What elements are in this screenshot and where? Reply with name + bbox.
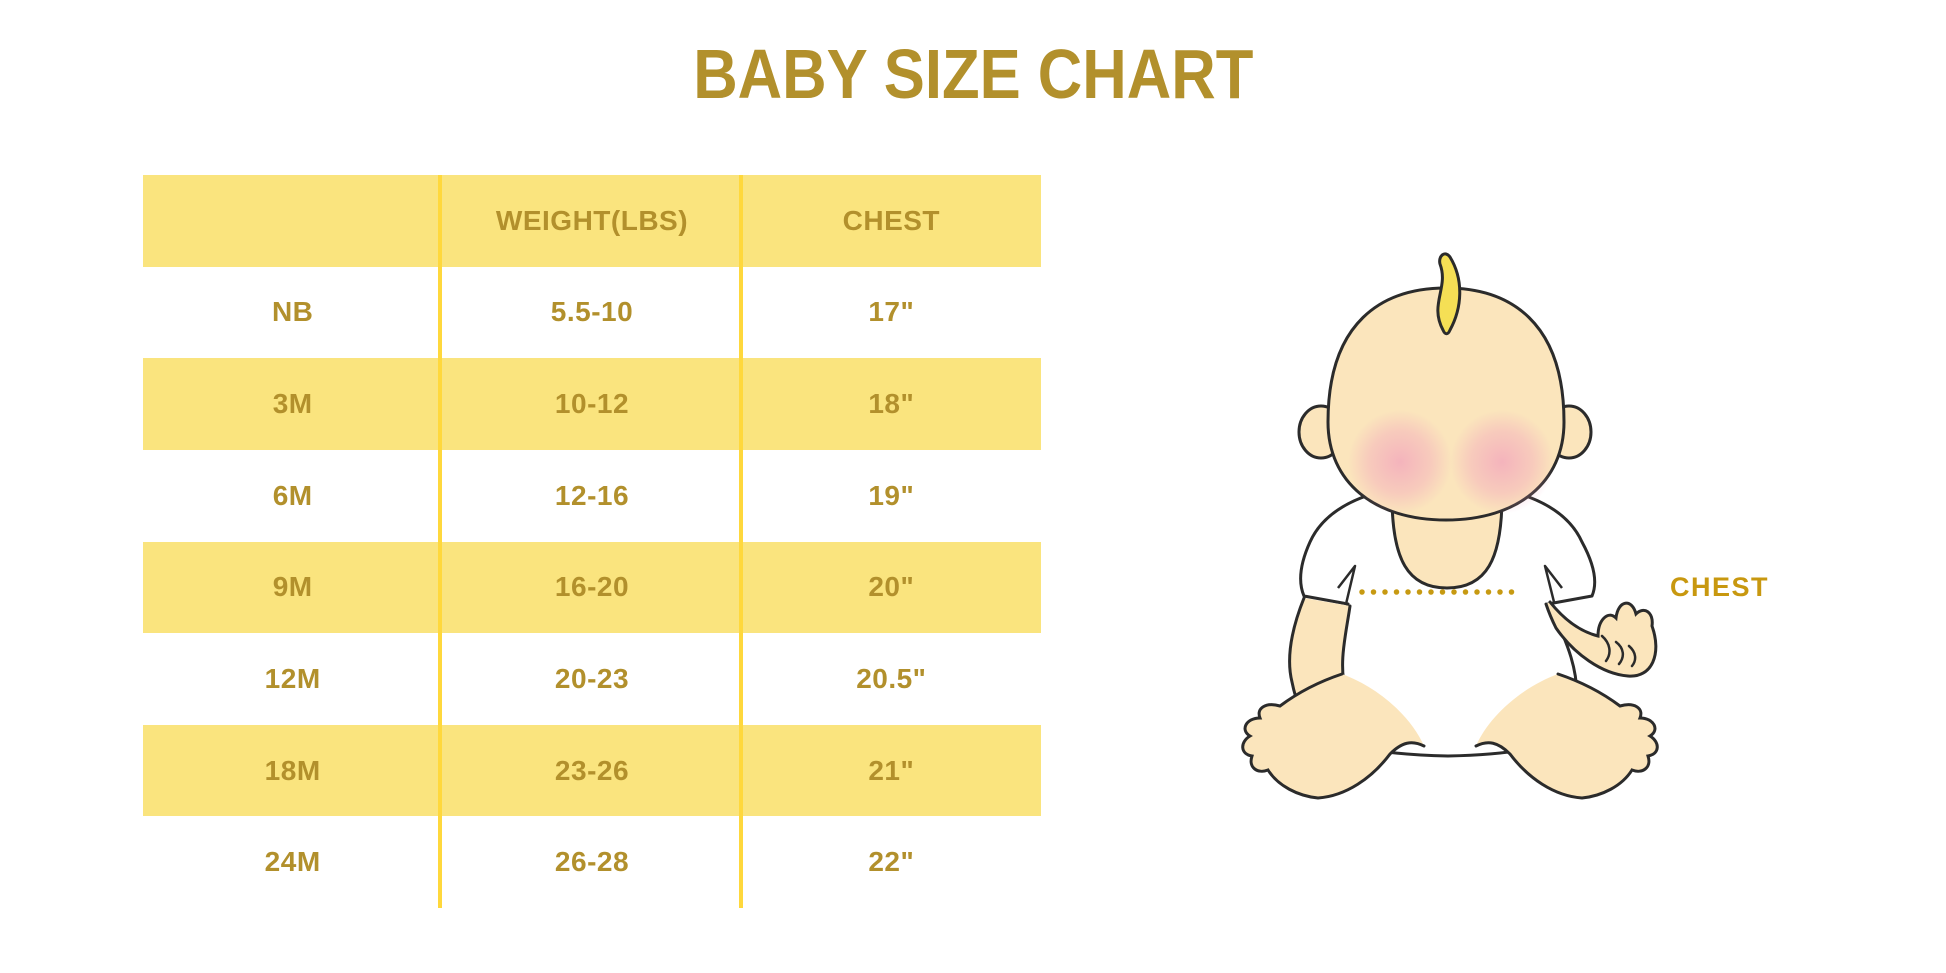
header-cell-chest: CHEST (842, 204, 941, 236)
cell-size: 12M (264, 662, 321, 694)
title-wrap: BABY SIZE CHART (0, 34, 1946, 114)
cell-size: 18M (264, 754, 321, 786)
baby-leg-right (1474, 672, 1659, 800)
cell-weight: 16-20 (554, 571, 630, 603)
table-row: 6M 12-16 19" (143, 450, 1041, 542)
cell-chest: 17" (868, 296, 915, 328)
cell-size: 9M (272, 571, 313, 603)
cell-size: 6M (272, 479, 313, 511)
table-row: 12M 20-23 20.5" (143, 633, 1041, 725)
table-row: 24M 26-28 22" (143, 816, 1041, 908)
cell-chest: 19" (868, 479, 915, 511)
table-header-row: WEIGHT(LBS) CHEST (143, 175, 1041, 267)
cell-chest: 20.5" (856, 662, 927, 694)
baby-leg-left-outline (1241, 672, 1426, 800)
baby-illustration (1150, 230, 1850, 830)
baby-arm-right-outline (1544, 600, 1658, 678)
baby-hair-curl (1436, 252, 1462, 336)
cell-size: 3M (272, 388, 313, 420)
baby-underarm-notch-right (1543, 564, 1563, 603)
cell-size: NB (271, 296, 314, 328)
baby-illustration-svg (1241, 252, 1659, 800)
column-divider (438, 175, 442, 908)
table-row: 18M 23-26 21" (143, 724, 1041, 817)
size-table: WEIGHT(LBS) CHEST NB 5.5-10 17" 3M 10-12… (143, 175, 1041, 908)
cell-size: 24M (264, 846, 321, 878)
cell-weight: 12-16 (554, 479, 630, 511)
column-divider (739, 175, 743, 908)
baby-cheek-left (1348, 410, 1452, 514)
cell-chest: 18" (868, 388, 915, 420)
baby-neck-outline (1390, 494, 1504, 590)
cell-weight: 20-23 (554, 662, 630, 694)
table-row: NB 5.5-10 17" (143, 267, 1041, 359)
table-row: 3M 10-12 18" (143, 358, 1041, 450)
cell-chest: 20" (868, 571, 915, 603)
table-row: 9M 16-20 20" (143, 541, 1041, 634)
cell-weight: 23-26 (554, 754, 630, 786)
header-cell-weight: WEIGHT(LBS) (495, 204, 689, 236)
baby-fist-knuckles (1600, 634, 1637, 668)
baby-underarm-notch-left (1337, 564, 1357, 605)
page-title: BABY SIZE CHART (692, 35, 1254, 113)
cell-chest: 22" (868, 846, 915, 878)
cell-weight: 26-28 (554, 846, 630, 878)
baby-cheek-right (1450, 410, 1554, 514)
chest-label: CHEST (1670, 572, 1770, 602)
cell-chest: 21" (868, 754, 915, 786)
baby-arm-right-fist (1546, 602, 1656, 677)
cell-weight: 10-12 (554, 388, 630, 420)
cell-weight: 5.5-10 (550, 296, 634, 328)
